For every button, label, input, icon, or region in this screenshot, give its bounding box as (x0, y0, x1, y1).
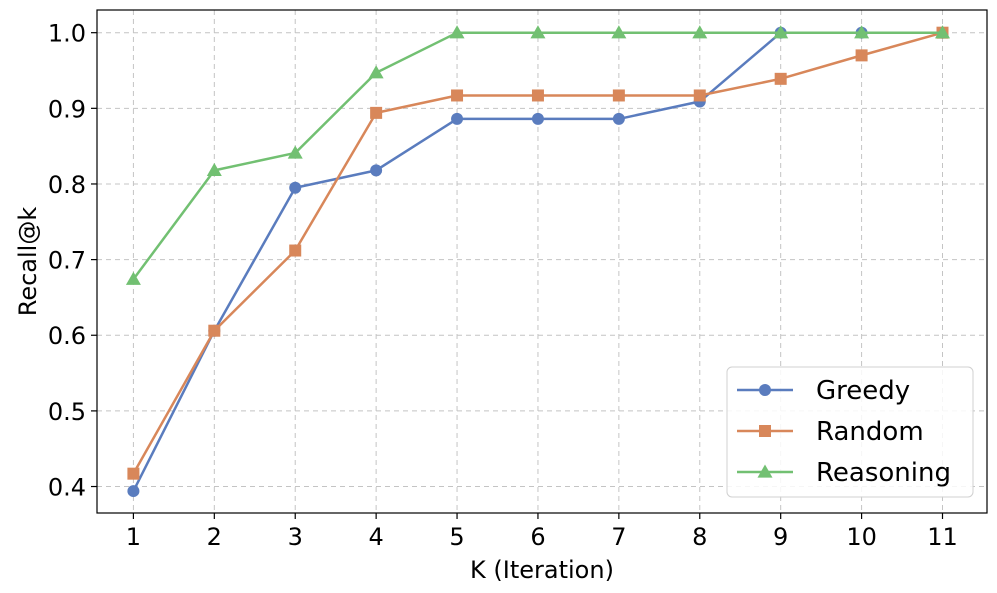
x-tick-label: 11 (927, 523, 958, 551)
y-tick-label: 1.0 (48, 20, 86, 48)
x-tick-label: 6 (530, 523, 545, 551)
data-point-greedy (531, 112, 544, 125)
y-axis-ticks: 0.4 0.5 0.6 0.7 0.8 0.9 1.0 (48, 20, 97, 502)
legend-item-reasoning: Reasoning (737, 458, 951, 488)
data-point-reasoning (773, 25, 789, 39)
x-axis-ticks: 1 2 3 4 5 6 7 8 9 10 11 (126, 513, 958, 551)
data-point-random (612, 89, 625, 102)
data-point-random (289, 244, 302, 257)
legend: Greedy Random Reasoning (726, 366, 974, 498)
data-point-reasoning (125, 271, 141, 285)
x-tick-label: 5 (449, 523, 464, 551)
data-point-random (531, 89, 544, 102)
data-point-random (855, 49, 868, 62)
legend-marker-greedy (759, 384, 771, 396)
x-tick-label: 10 (846, 523, 877, 551)
legend-item-greedy: Greedy (737, 376, 910, 406)
data-point-reasoning (611, 25, 627, 39)
y-tick-label: 0.6 (48, 322, 86, 350)
y-tick-label: 0.5 (48, 398, 86, 426)
data-point-greedy (127, 485, 140, 498)
data-point-reasoning (449, 25, 465, 39)
data-point-reasoning (854, 25, 870, 39)
y-tick-label: 0.4 (48, 474, 86, 502)
x-tick-label: 7 (611, 523, 626, 551)
x-tick-label: 3 (288, 523, 303, 551)
legend-box (726, 366, 974, 498)
x-tick-label: 2 (207, 523, 222, 551)
series-reasoning (125, 25, 950, 285)
data-point-greedy (370, 164, 383, 177)
x-axis-label: K (Iteration) (470, 556, 614, 584)
data-point-greedy (289, 181, 302, 194)
data-point-random (693, 89, 706, 102)
data-point-reasoning (935, 25, 950, 39)
data-point-random (370, 106, 383, 119)
x-tick-label: 4 (368, 523, 383, 551)
legend-item-random: Random (737, 417, 924, 447)
data-point-reasoning (530, 25, 546, 39)
y-tick-label: 0.9 (48, 95, 86, 123)
legend-marker-reasoning (757, 464, 773, 478)
series-layer (125, 25, 950, 498)
x-tick-label: 8 (692, 523, 707, 551)
plot-frame (96, 9, 988, 514)
legend-label-random: Random (816, 417, 924, 447)
data-point-random (451, 89, 464, 102)
data-point-reasoning (692, 25, 708, 39)
data-point-greedy (451, 112, 464, 125)
legend-label-greedy: Greedy (816, 376, 910, 406)
data-point-reasoning (206, 162, 222, 176)
y-axis-label: Recall@k (14, 207, 42, 317)
legend-label-reasoning: Reasoning (816, 458, 951, 488)
data-point-reasoning (287, 145, 303, 159)
data-point-reasoning (368, 65, 384, 79)
data-point-random (208, 324, 221, 337)
legend-marker-random (759, 425, 771, 437)
data-point-greedy (612, 112, 625, 125)
y-tick-label: 0.7 (48, 247, 86, 275)
data-point-random (774, 72, 787, 85)
y-tick-label: 0.8 (48, 171, 86, 199)
x-tick-label: 9 (773, 523, 788, 551)
data-point-random (127, 467, 140, 480)
x-tick-label: 1 (126, 523, 141, 551)
